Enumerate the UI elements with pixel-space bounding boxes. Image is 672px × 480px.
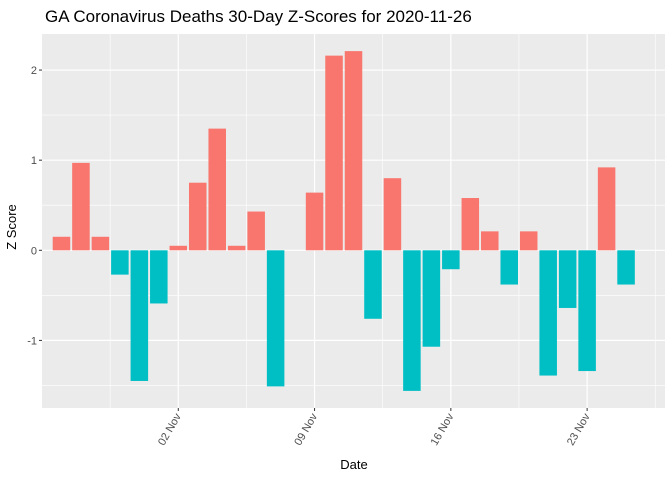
bar-2020-10-29 [91,236,110,251]
bar-2020-11-20 [519,231,538,251]
bar-2020-10-30 [111,250,129,275]
bar-2020-11-22 [558,250,577,308]
bar-2020-10-27 [52,236,71,251]
bar-2020-11-13 [383,178,402,251]
bar-2020-10-28 [72,162,90,251]
bar-2020-11-15 [422,250,441,347]
bar-2020-11-07 [266,250,285,387]
bar-2020-11-04 [208,128,226,251]
x-tick-label: 23 Nov [565,411,593,448]
bar-2020-11-14 [403,250,421,391]
x-tick-label: 16 Nov [429,411,457,448]
bar-2020-11-11 [344,51,363,251]
bar-2020-11-19 [500,250,519,285]
bar-2020-11-23 [578,250,596,372]
bar-2020-11-05 [227,245,246,251]
bar-2020-11-16 [442,250,460,270]
chart-title: GA Coronavirus Deaths 30-Day Z-Scores fo… [45,7,472,26]
bar-2020-10-31 [130,250,149,381]
bar-2020-11-18 [481,231,499,251]
bar-2020-11-10 [325,55,343,251]
y-tick-label: 2 [31,65,37,77]
bar-2020-11-12 [364,250,382,319]
y-tick-label: -1 [27,335,37,347]
bar-2020-11-25 [617,250,635,285]
bar-2020-11-09 [305,192,324,251]
x-tick-label: 02 Nov [156,411,184,448]
bar-2020-11-06 [247,211,265,251]
y-tick-label: 0 [31,245,37,257]
x-tick-label: 09 Nov [292,411,320,448]
bar-2020-11-24 [597,167,616,251]
bars [52,51,635,391]
y-axis: -1 0 1 2 [27,65,42,347]
bar-2020-11-21 [539,250,557,376]
x-axis-title: Date [340,457,367,472]
bar-2020-11-02 [169,245,188,251]
bar-2020-11-01 [150,250,168,304]
bar-2020-11-17 [461,198,480,251]
bar-2020-11-03 [188,182,207,251]
y-tick-label: 1 [31,155,37,167]
y-axis-title: Z Score [4,204,19,250]
x-axis: 02 Nov 09 Nov 16 Nov 23 Nov [156,408,593,448]
